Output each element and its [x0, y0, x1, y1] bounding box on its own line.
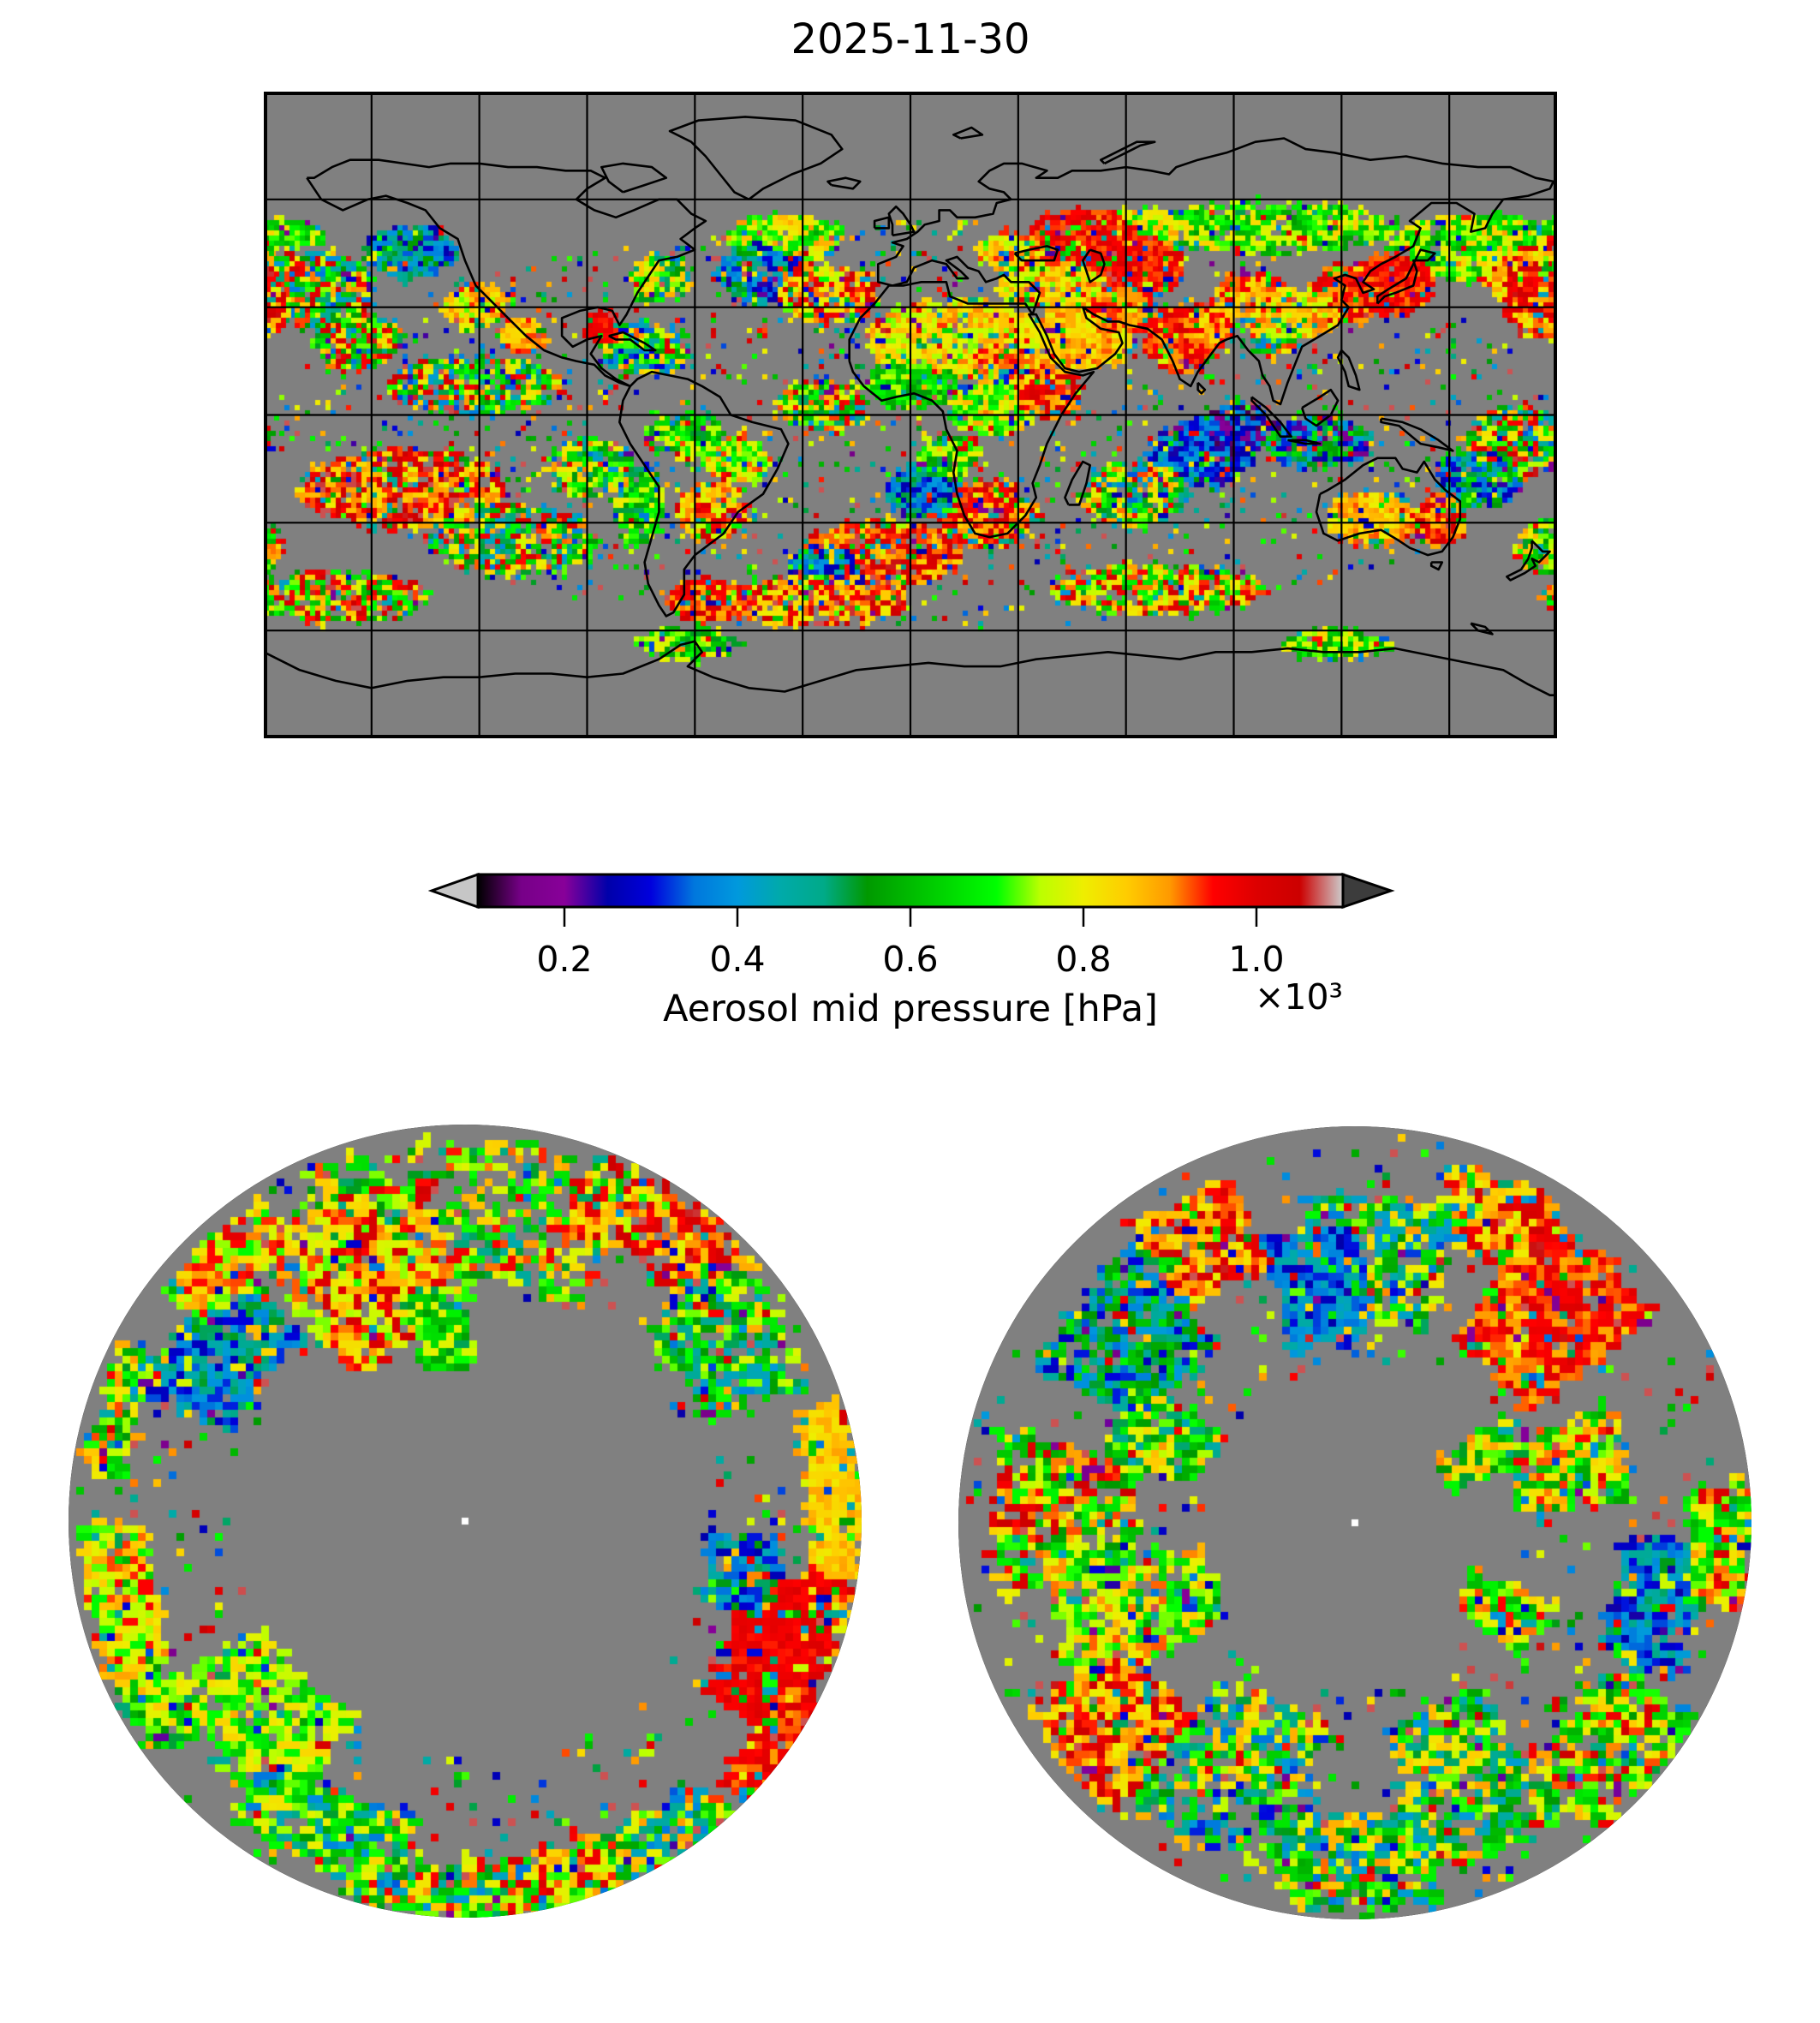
global-map-overlay [264, 92, 1557, 738]
colorbar [428, 872, 1395, 927]
north-polar-raster [69, 1125, 862, 1918]
colorbar-axis-label: Aerosol mid pressure [hPa] [663, 988, 1158, 1030]
colorbar-tick-label: 0.6 [882, 939, 939, 980]
south-polar-raster [958, 1126, 1751, 1919]
colorbar-tick-label: 0.8 [1055, 939, 1112, 980]
colorbar-tick-label: 0.2 [536, 939, 593, 980]
colorbar-offset-text: ×10³ [1255, 976, 1343, 1017]
colorbar-tick-label: 0.4 [709, 939, 766, 980]
south-polar-panel [958, 1126, 1751, 1919]
north-polar-panel [69, 1125, 862, 1918]
colorbar-tick-label: 1.0 [1228, 939, 1285, 980]
plot-title: 2025-11-30 [791, 15, 1030, 63]
global-map-panel [264, 92, 1557, 738]
